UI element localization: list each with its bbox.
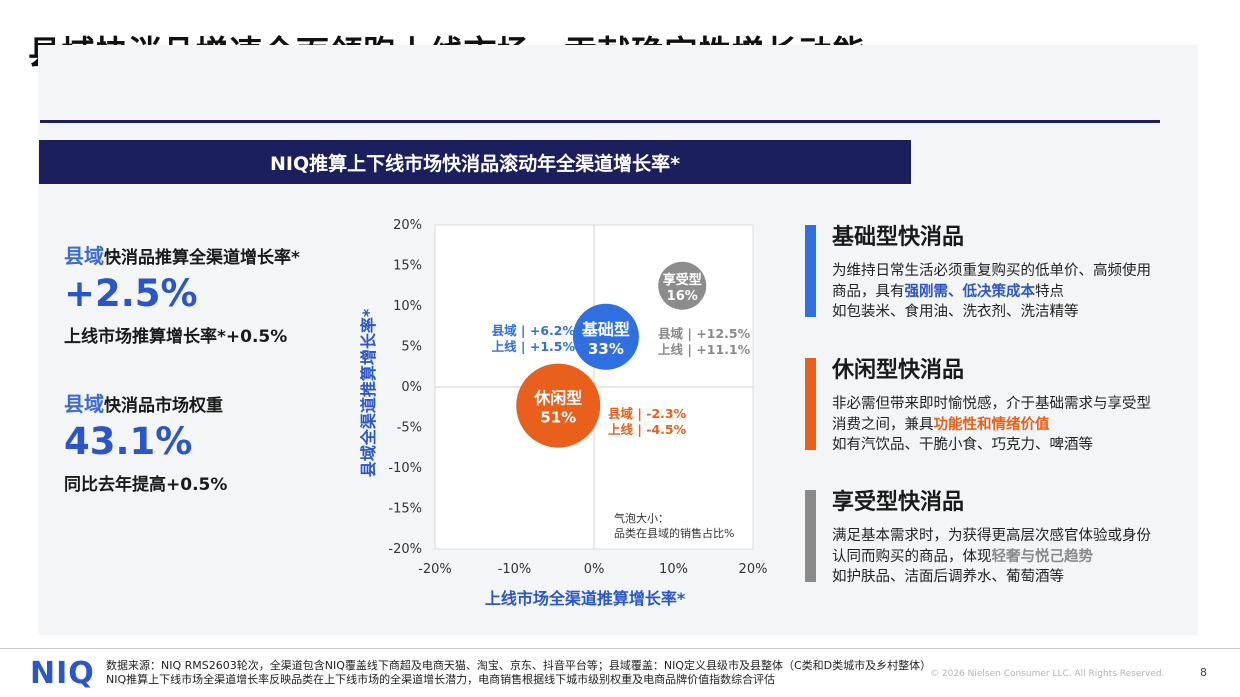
metric-growth-sub: 上线市场推算增长率*+0.5% [64, 327, 288, 347]
size-note: 气泡大小： [614, 511, 669, 525]
y-tick-label: 5% [401, 340, 422, 355]
x-tick-label: 10% [659, 562, 688, 577]
card-basic: 基础型快消品 为维持日常生活必须重复购买的低单价、高频使用商品，具有强刚需、低决… [805, 225, 1165, 322]
source-line-1: 数据来源：NIQ RMS2603轮次，全渠道包含NIQ覆盖线下商超及电商天猫、淘… [106, 659, 932, 672]
bubble-leisure-annotation: 县域 | -2.3% [608, 406, 687, 421]
card-basic-body: 为维持日常生活必须重复购买的低单价、高频使用商品，具有强刚需、低决策成本特点 如… [832, 261, 1152, 322]
card-basic-highlight: 强刚需、低决策成本 [904, 283, 1036, 300]
metric-growth: 县域快消品推算全渠道增长率* +2.5% 上线市场推算增长率*+0.5% [64, 240, 300, 347]
metric-growth-label: 县域快消品推算全渠道增长率* [64, 240, 300, 269]
card-basic-text: 为维持日常生活必须重复购买的低单价、高频使用商品，具有 [832, 263, 1151, 300]
card-leisure-title: 休闲型快消品 [832, 358, 965, 383]
y-tick-label: -20% [388, 542, 422, 557]
y-tick-label: 15% [393, 259, 422, 274]
card-basic-examples: 如包装米、食用油、洗衣剂、洗洁精等 [832, 303, 1079, 320]
card-leisure-accent-bar [805, 358, 816, 450]
card-leisure-text: 非必需但带来即时愉悦感，介于基础需求与享受型消费之间，兼具 [832, 396, 1151, 433]
niq-logo: NIQ [30, 656, 95, 691]
source-line-2: NIQ推算上下线市场全渠道增长率反映品类在上下线市场的全渠道增长潜力，电商销售根… [106, 673, 776, 687]
bubble-leisure-name: 休闲型 [533, 389, 582, 408]
bubble-enjoy-annotation: 县域 | +12.5% [658, 326, 751, 341]
card-enjoy-text: 满足基本需求时，为获得更高层次感官体验或身份认同而购买的商品，体现 [832, 528, 1151, 565]
metric-growth-region: 县域 [64, 244, 104, 268]
card-enjoy-body: 满足基本需求时，为获得更高层次感官体验或身份认同而购买的商品，体现轻奢与悦己趋势… [832, 526, 1152, 587]
source-note: 数据来源：NIQ RMS2603轮次，全渠道包含NIQ覆盖线下商超及电商天猫、淘… [106, 659, 931, 688]
card-leisure: 休闲型快消品 非必需但带来即时愉悦感，介于基础需求与享受型消费之间，兼具功能性和… [805, 358, 1165, 455]
card-enjoy-highlight: 轻奢与悦己趋势 [991, 548, 1094, 565]
footer-divider [0, 648, 1240, 649]
metric-growth-value: +2.5% [64, 272, 198, 315]
metric-share-region: 县域 [64, 392, 104, 416]
bubble-basic-name: 基础型 [581, 320, 630, 339]
y-tick-label: 0% [401, 380, 422, 395]
card-enjoy: 享受型快消品 满足基本需求时，为获得更高层次感官体验或身份认同而购买的商品，体现… [805, 490, 1165, 587]
page-number: 8 [1200, 666, 1207, 679]
y-axis-label: 县域全渠道推算增长率* [359, 308, 378, 477]
bubble-leisure [516, 363, 601, 448]
card-enjoy-examples: 如护肤品、洁面后调养水、葡萄酒等 [832, 568, 1064, 585]
y-tick-label: 20% [393, 218, 422, 233]
card-leisure-examples: 如有汽饮品、干脆小食、巧克力、啤酒等 [832, 436, 1093, 453]
bubble-basic-share: 33% [588, 340, 624, 358]
y-tick-label: 10% [393, 299, 422, 314]
title-rule [40, 120, 1160, 123]
y-tick-label: -10% [388, 461, 422, 476]
bubble-basic-annotation: 县域 | +6.2% [492, 323, 576, 338]
chart-banner: NIQ推算上下线市场快消品滚动年全渠道增长率* [39, 140, 911, 184]
metric-share-label-text: 快消品市场权重 [104, 396, 223, 416]
card-enjoy-title: 享受型快消品 [832, 490, 965, 515]
x-tick-label: -20% [418, 562, 452, 577]
metric-share-value: 43.1% [64, 420, 193, 463]
card-enjoy-accent-bar [805, 490, 816, 582]
x-tick-label: 20% [739, 562, 768, 577]
size-note: 品类在县域的销售占比% [614, 526, 734, 540]
bubble-enjoy [658, 261, 707, 310]
bubble-basic [572, 303, 639, 370]
metric-share: 县域快消品市场权重 43.1% 同比去年提高+0.5% [64, 388, 227, 495]
x-tick-label: -10% [498, 562, 532, 577]
bubble-enjoy-share: 16% [667, 289, 698, 304]
card-leisure-highlight: 功能性和情绪价值 [933, 416, 1050, 433]
card-basic-text-after: 特点 [1035, 283, 1064, 300]
card-basic-title: 基础型快消品 [832, 225, 965, 250]
bubble-enjoy-name: 享受型 [663, 272, 702, 288]
bubble-basic-annotation: 上线 | +1.5% [492, 339, 576, 354]
metric-growth-label-text: 快消品推算全渠道增长率* [104, 248, 300, 268]
bubble-leisure-annotation: 上线 | -4.5% [608, 422, 687, 437]
metric-share-label: 县域快消品市场权重 [64, 388, 227, 417]
card-leisure-body: 非必需但带来即时愉悦感，介于基础需求与享受型消费之间，兼具功能性和情绪价值 如有… [832, 394, 1152, 455]
copyright: © 2026 Nielsen Consumer LLC. All Rights … [930, 669, 1165, 679]
x-axis-label: 上线市场全渠道推算增长率* [485, 589, 686, 608]
metric-share-sub: 同比去年提高+0.5% [64, 475, 228, 495]
y-tick-label: -15% [388, 502, 422, 517]
y-tick-label: -5% [397, 421, 422, 436]
bubble-leisure-share: 51% [540, 409, 576, 427]
bubble-chart: 20% 15% 10% 5% 0% -5% -10% -15% -20% -20% -10% 0% 10… [359, 218, 768, 608]
card-basic-accent-bar [805, 225, 816, 317]
bubble-enjoy-annotation: 上线 | +11.1% [658, 342, 751, 357]
x-tick-label: 0% [584, 562, 605, 577]
